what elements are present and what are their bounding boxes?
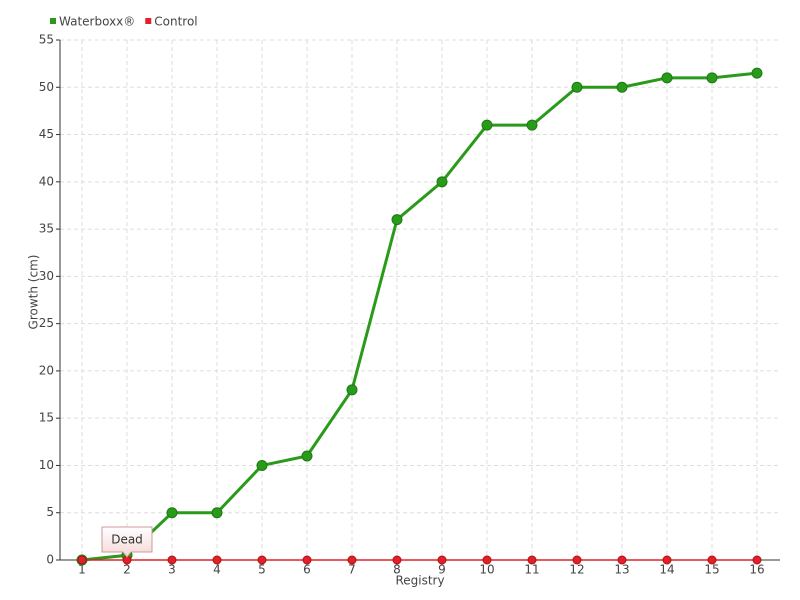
y-axis-label: Growth (cm) <box>27 255 41 330</box>
data-point <box>752 555 762 565</box>
x-tick-label: 9 <box>438 563 446 577</box>
x-tick-label: 7 <box>348 563 356 577</box>
x-tick-label: 12 <box>569 563 584 577</box>
x-tick-label: 10 <box>479 563 494 577</box>
data-point <box>347 555 357 565</box>
y-tick-label: 30 <box>39 269 54 283</box>
series-line <box>81 71 758 562</box>
x-tick-label: 8 <box>393 563 401 577</box>
annotation-text: Dead <box>111 533 143 547</box>
y-tick-label: 0 <box>46 553 54 567</box>
x-tick-label: 16 <box>749 563 764 577</box>
data-point <box>167 555 177 565</box>
data-point <box>572 555 582 565</box>
data-point <box>436 176 448 188</box>
y-tick-label: 25 <box>39 316 54 330</box>
data-point <box>706 72 718 84</box>
data-point <box>437 555 447 565</box>
data-point <box>616 81 628 93</box>
data-point <box>211 507 223 519</box>
data-point <box>302 555 312 565</box>
y-tick-label: 55 <box>39 33 54 47</box>
annotation-box <box>101 526 153 558</box>
data-point <box>392 555 402 565</box>
y-tick-label: 20 <box>39 363 54 377</box>
x-tick-label: 15 <box>704 563 719 577</box>
x-tick-label: 11 <box>524 563 539 577</box>
x-tick-label: 13 <box>614 563 629 577</box>
legend-label: Control <box>154 15 197 29</box>
y-tick-label: 50 <box>39 80 54 94</box>
data-point <box>346 384 358 396</box>
data-point <box>751 67 763 79</box>
data-point <box>662 555 672 565</box>
x-tick-label: 14 <box>659 563 674 577</box>
data-point <box>301 450 313 462</box>
data-point <box>707 555 717 565</box>
data-point <box>571 81 583 93</box>
legend-label: Waterboxx® <box>59 15 135 29</box>
y-tick-label: 45 <box>39 127 54 141</box>
data-point <box>77 555 87 565</box>
legend-swatch <box>50 18 56 24</box>
data-point <box>526 119 538 131</box>
y-tick-label: 35 <box>39 222 54 236</box>
data-point <box>166 507 178 519</box>
y-tick-label: 40 <box>39 174 54 188</box>
data-point <box>527 555 537 565</box>
x-tick-label: 3 <box>168 563 176 577</box>
legend-swatch <box>145 18 152 24</box>
y-tick-label: 15 <box>39 411 54 425</box>
data-point <box>617 555 627 565</box>
x-tick-label: 2 <box>123 563 131 577</box>
x-tick-label: 5 <box>258 563 266 577</box>
x-tick-label: 4 <box>213 563 221 577</box>
data-point <box>481 119 493 131</box>
data-point <box>482 555 492 565</box>
x-tick-label: 1 <box>78 563 86 577</box>
x-axis-label: Registry <box>395 574 444 588</box>
data-point <box>661 72 673 84</box>
y-tick-label: 5 <box>46 505 54 519</box>
y-tick-label: 10 <box>39 458 54 472</box>
x-tick-label: 6 <box>303 563 311 577</box>
data-point <box>256 459 268 471</box>
data-point <box>391 214 403 226</box>
data-point <box>212 555 222 565</box>
data-point <box>257 555 267 565</box>
